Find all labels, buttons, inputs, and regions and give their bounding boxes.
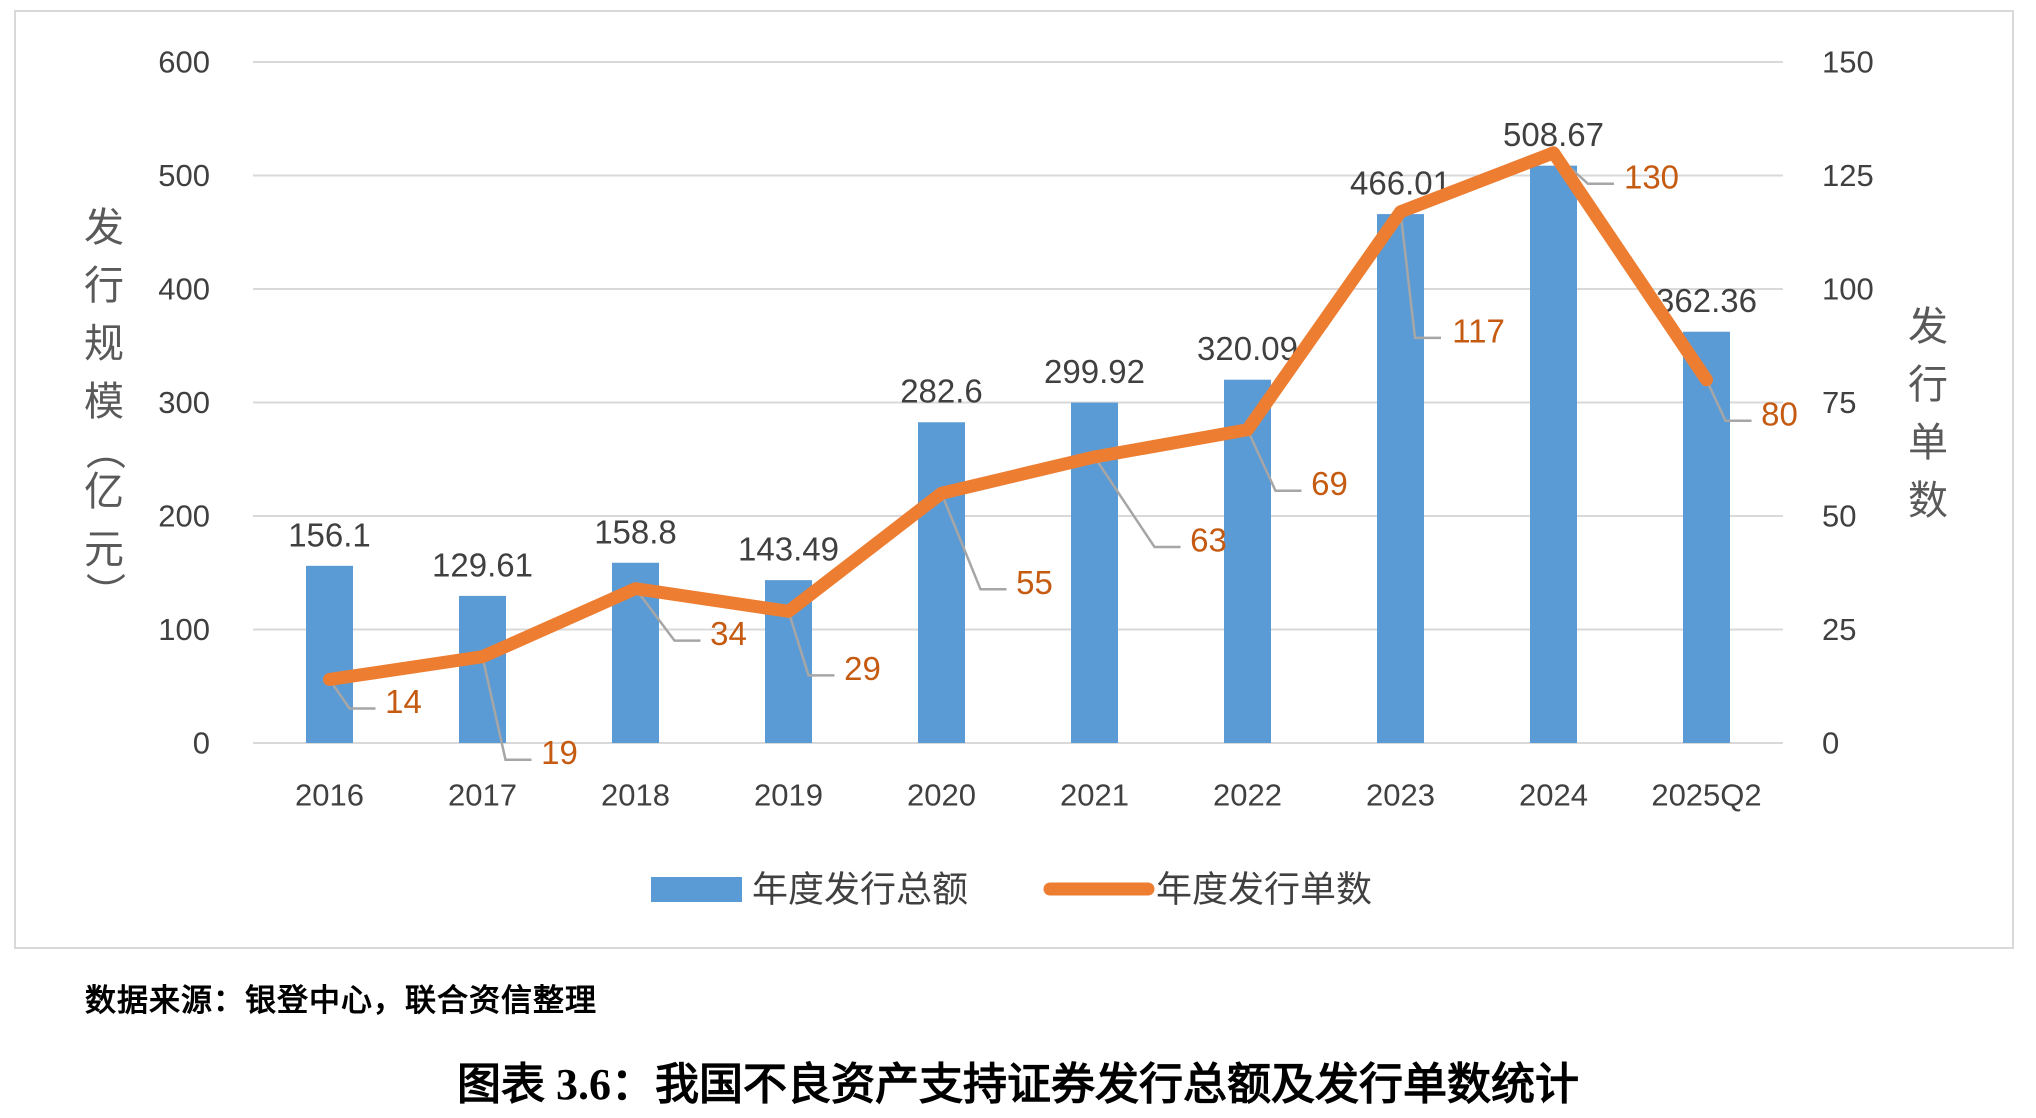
right-axis-tick: 50 [1822,499,1856,534]
x-axis-label: 2022 [1213,778,1282,813]
x-axis-label: 2021 [1060,778,1129,813]
bar-value-label: 362.36 [1656,282,1757,319]
leader-line [1705,379,1752,423]
left-axis-tick: 200 [158,499,210,534]
x-axis-label: 2016 [295,778,364,813]
figure-caption: 图表 3.6：我国不良资产支持证券发行总额及发行单数统计 [457,1060,1579,1109]
bar-2016 [306,565,353,743]
right-axis-tick: 75 [1822,385,1856,420]
axis-title-char: ） [82,572,126,612]
left-axis-tick: 400 [158,272,210,307]
leader-line [481,656,532,761]
right-axis-tick: 100 [1822,272,1874,307]
bar-value-label: 320.09 [1197,330,1298,367]
leader-line [787,610,835,677]
x-axis-label: 2024 [1519,778,1588,813]
line-value-label: 80 [1761,395,1798,432]
source-note: 数据来源：银登中心，联合资信整理 [85,983,597,1018]
axis-title-char: 元 [84,528,124,572]
legend: 年度发行总额 年度发行单数 [651,869,1372,910]
right-axis-tick: 150 [1822,45,1874,80]
axis-title-char: 行 [84,264,124,308]
line-value-label: 34 [710,615,747,652]
left-axis-tick: 0 [193,726,210,761]
right-axis-title: 发行单数 [1908,305,1948,523]
line-value-label: 117 [1452,312,1505,349]
bar-value-label: 129.61 [432,546,533,583]
bar-value-label: 299.92 [1044,353,1145,390]
line-value-label: 29 [844,650,881,687]
right-axis-tick: 0 [1822,726,1839,761]
legend-swatch-bar [651,877,742,902]
axis-title-char: 规 [84,322,124,366]
bar-value-label: 282.6 [900,373,983,410]
line-value-label: 19 [541,734,578,771]
x-axis-label: 2025Q2 [1651,778,1761,813]
issuance-count-line [323,146,1713,686]
x-axis-label: 2017 [448,778,517,813]
axis-title-char: 模 [84,380,124,424]
bar-value-label: 156.1 [288,516,371,553]
bar-2023 [1377,214,1424,744]
x-axis-label: 2018 [601,778,670,813]
right-axis-tick: 25 [1822,612,1856,647]
bar-value-label: 158.8 [594,513,677,550]
left-axis-tick: 300 [158,385,210,420]
right-axis-tick: 125 [1822,158,1874,193]
axis-title-char: 发 [84,206,124,250]
leader-line [1399,211,1441,340]
line-value-label: 69 [1311,465,1348,502]
line-value-label: 14 [385,683,422,720]
x-axis-label: 2019 [754,778,823,813]
bar-2017 [459,595,506,743]
gridlines [253,61,1783,744]
line-value-labels: 14 19 34 29 55 63 69 117 130 80 [385,158,1798,771]
bar-2025Q2 [1683,331,1730,743]
bar-2024 [1530,165,1577,743]
axis-title-char: 亿 [84,470,124,514]
axis-title-char: 单 [1908,421,1948,465]
axis-title-char: 数 [1908,479,1948,523]
leader-line [1093,456,1181,549]
x-axis-label: 2023 [1366,778,1435,813]
leader-line [940,492,1007,591]
x-axis-labels: 2016 2017 2018 2019 2020 2021 2022 2023 2024 2025… [295,778,1762,813]
left-axis-tick: 500 [158,158,210,193]
leader-lines [328,151,1752,761]
issuance-combo-chart: 156.1 129.61 158.8 143.49 282.6 299.92 320.09 4… [82,45,1948,910]
leader-line [328,678,376,710]
axis-title-char: 行 [1908,363,1948,407]
leader-line [634,587,701,642]
legend-label-line: 年度发行单数 [1156,869,1372,910]
bar-value-label: 143.49 [738,531,839,568]
x-axis-label: 2020 [907,778,976,813]
bar-series [306,165,1730,744]
bar-2020 [918,422,965,743]
left-axis-tick: 100 [158,612,210,647]
leader-line [1246,429,1302,492]
axis-tick-labels: 0 100 200 300 400 500 600 0 25 50 75 100 125 150 [158,45,1873,761]
left-axis-tick: 600 [158,45,210,80]
line-value-label: 63 [1190,521,1227,558]
axis-title-char: 发 [1908,305,1948,349]
bar-2022 [1224,379,1271,743]
axis-title-char: （ [82,430,126,470]
line-value-label: 130 [1624,158,1679,195]
line-value-label: 55 [1016,564,1053,601]
legend-label-bar: 年度发行总额 [752,869,968,910]
